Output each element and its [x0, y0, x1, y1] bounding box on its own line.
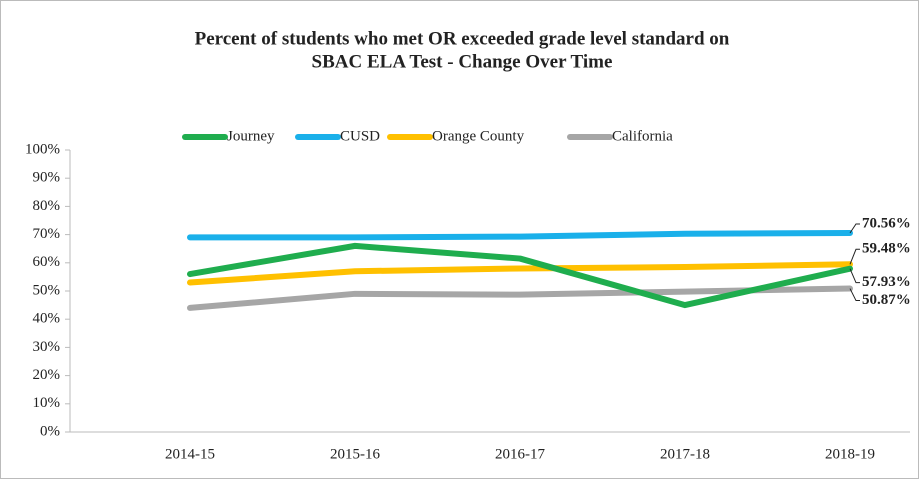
x-tick-label: 2014-15 [165, 446, 215, 462]
y-tick-label: 100% [25, 141, 60, 157]
y-tick-label: 70% [33, 226, 61, 242]
series-line [187, 230, 853, 241]
y-tick-label: 50% [33, 282, 61, 298]
y-tick-label: 10% [33, 395, 61, 411]
y-tick-label: 40% [33, 311, 61, 327]
x-tick-label: 2017-18 [660, 446, 710, 462]
y-tick-label: 60% [33, 254, 61, 270]
legend-label: Journey [227, 128, 275, 144]
series-line [187, 261, 853, 286]
y-tick-label: 90% [33, 170, 61, 186]
legend-label: California [612, 128, 673, 144]
legend-label: CUSD [340, 128, 380, 144]
data-label: 59.48% [862, 241, 911, 257]
label-leader [849, 248, 860, 265]
label-leader [849, 223, 860, 234]
label-leader [849, 268, 860, 284]
series-line [187, 242, 853, 309]
chart-title: Percent of students who met OR exceeded … [195, 28, 730, 49]
y-tick-label: 0% [40, 423, 60, 439]
legend-label: Orange County [432, 128, 525, 144]
data-label: 50.87% [862, 292, 911, 308]
x-tick-label: 2015-16 [330, 446, 380, 462]
x-tick-label: 2018-19 [825, 446, 875, 462]
data-label: 70.56% [862, 215, 911, 231]
chart-title: SBAC ELA Test - Change Over Time [312, 51, 613, 72]
label-leader [849, 288, 860, 302]
x-tick-label: 2016-17 [495, 446, 545, 462]
y-tick-label: 20% [33, 367, 61, 383]
y-tick-label: 30% [33, 339, 61, 355]
y-tick-label: 80% [33, 198, 61, 214]
data-label: 57.93% [862, 274, 911, 290]
